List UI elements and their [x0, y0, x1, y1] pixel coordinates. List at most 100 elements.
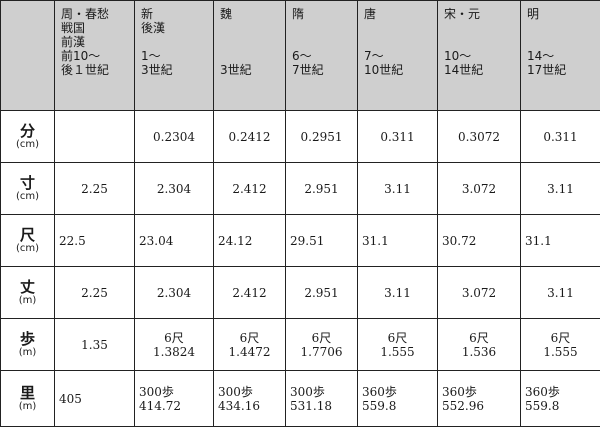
unit-cell: 里 (m) [1, 371, 55, 427]
value-line: 3.11 [358, 286, 437, 300]
unit-cell: 尺 (cm) [1, 215, 55, 267]
period-block: 魏 [220, 7, 281, 21]
value-cell: 24.12 [214, 215, 286, 267]
value-cell: 30.72 [438, 215, 521, 267]
value-line: 0.2412 [214, 130, 285, 144]
era-line: 3世紀 [141, 63, 209, 77]
value-cell: 31.1 [521, 215, 600, 267]
value-line: 1.7706 [286, 345, 357, 359]
unit-cell: 寸 (cm) [1, 163, 55, 215]
unit-name: 尺 [1, 227, 54, 243]
header-cell: 唐 7～ 10世紀 [358, 1, 438, 111]
period-line: 魏 [220, 7, 281, 21]
table-row: 寸 (cm) 2.25 2.304 2.412 2.951 3.11 3.072… [1, 163, 600, 215]
period-block: 新 後漢 [141, 7, 209, 35]
era-block: 3世紀 [220, 63, 281, 77]
value-line: 23.04 [139, 234, 213, 248]
era-line: 10～ [444, 49, 516, 63]
era-block: 6～ 7世紀 [292, 49, 353, 77]
period-line: 後漢 [141, 21, 209, 35]
value-line: 1.555 [358, 345, 437, 359]
value-line: 0.2951 [286, 130, 357, 144]
era-block: 1～ 3世紀 [141, 49, 209, 77]
period-block: 周・春愁 戦国 前漢 [61, 7, 130, 49]
value-cell: 23.04 [135, 215, 214, 267]
period-line: 唐 [364, 7, 433, 21]
period-line: 明 [527, 7, 596, 21]
value-cell: 0.311 [521, 111, 600, 163]
value-line: 3.11 [358, 182, 437, 196]
header-cell: 魏 3世紀 [214, 1, 286, 111]
era-line: 7世紀 [292, 63, 353, 77]
value-cell: 0.3072 [438, 111, 521, 163]
value-line: 0.2304 [135, 130, 213, 144]
table-row: 丈 (m) 2.25 2.304 2.412 2.951 3.11 3.072 … [1, 267, 600, 319]
era-line: 14～ [527, 49, 596, 63]
unit-cell: 歩 (m) [1, 319, 55, 371]
unit-dimension: (m) [1, 295, 54, 306]
value-cell: 2.951 [286, 163, 358, 215]
era-line: 10世紀 [364, 63, 433, 77]
period-block: 隋 [292, 7, 353, 21]
value-cell: 3.11 [521, 267, 600, 319]
unit-dimension: (cm) [1, 191, 54, 202]
value-line: 434.16 [218, 399, 285, 413]
value-cell: 0.2951 [286, 111, 358, 163]
value-line: 31.1 [362, 234, 437, 248]
value-cell: 3.072 [438, 267, 521, 319]
unit-name: 丈 [1, 279, 54, 295]
era-line: 14世紀 [444, 63, 516, 77]
value-line: 2.412 [214, 286, 285, 300]
unit-name: 里 [1, 385, 54, 401]
value-line: 1.35 [55, 338, 134, 352]
value-line: 300歩 [139, 385, 213, 399]
value-cell: 0.2412 [214, 111, 286, 163]
value-cell: 3.11 [521, 163, 600, 215]
era-line: 7～ [364, 49, 433, 63]
header-cell: 新 後漢 1～ 3世紀 [135, 1, 214, 111]
value-line: 31.1 [525, 234, 600, 248]
era-block: 10～ 14世紀 [444, 49, 516, 77]
unit-dimension: (m) [1, 347, 54, 358]
value-cell: 0.311 [358, 111, 438, 163]
period-line: 宋・元 [444, 7, 516, 21]
unit-dimension: (m) [1, 401, 54, 412]
value-line: 6尺 [135, 331, 213, 345]
value-cell: 3.11 [358, 267, 438, 319]
header-cell: 周・春愁 戦国 前漢 前10～ 後１世紀 [55, 1, 135, 111]
unit-cell: 丈 (m) [1, 267, 55, 319]
value-line: 0.311 [358, 130, 437, 144]
value-line: 3.072 [438, 182, 520, 196]
value-line: 300歩 [218, 385, 285, 399]
value-line: 6尺 [521, 331, 600, 345]
value-line: 531.18 [290, 399, 357, 413]
unit-name: 分 [1, 123, 54, 139]
value-line: 2.304 [135, 286, 213, 300]
value-cell [55, 111, 135, 163]
header-cell: 宋・元 10～ 14世紀 [438, 1, 521, 111]
header-cell: 明 14～ 17世紀 [521, 1, 600, 111]
unit-name: 寸 [1, 175, 54, 191]
value-line: 3.072 [438, 286, 520, 300]
era-block: 7～ 10世紀 [364, 49, 433, 77]
era-block: 14～ 17世紀 [527, 49, 596, 77]
value-line: 2.951 [286, 286, 357, 300]
value-line: 2.25 [55, 286, 134, 300]
unit-cell: 分 (cm) [1, 111, 55, 163]
period-block: 宋・元 [444, 7, 516, 21]
period-line: 戦国 [61, 21, 130, 35]
value-line: 3.11 [521, 182, 600, 196]
era-line: 3世紀 [220, 63, 281, 77]
value-line: 0.311 [521, 130, 600, 144]
